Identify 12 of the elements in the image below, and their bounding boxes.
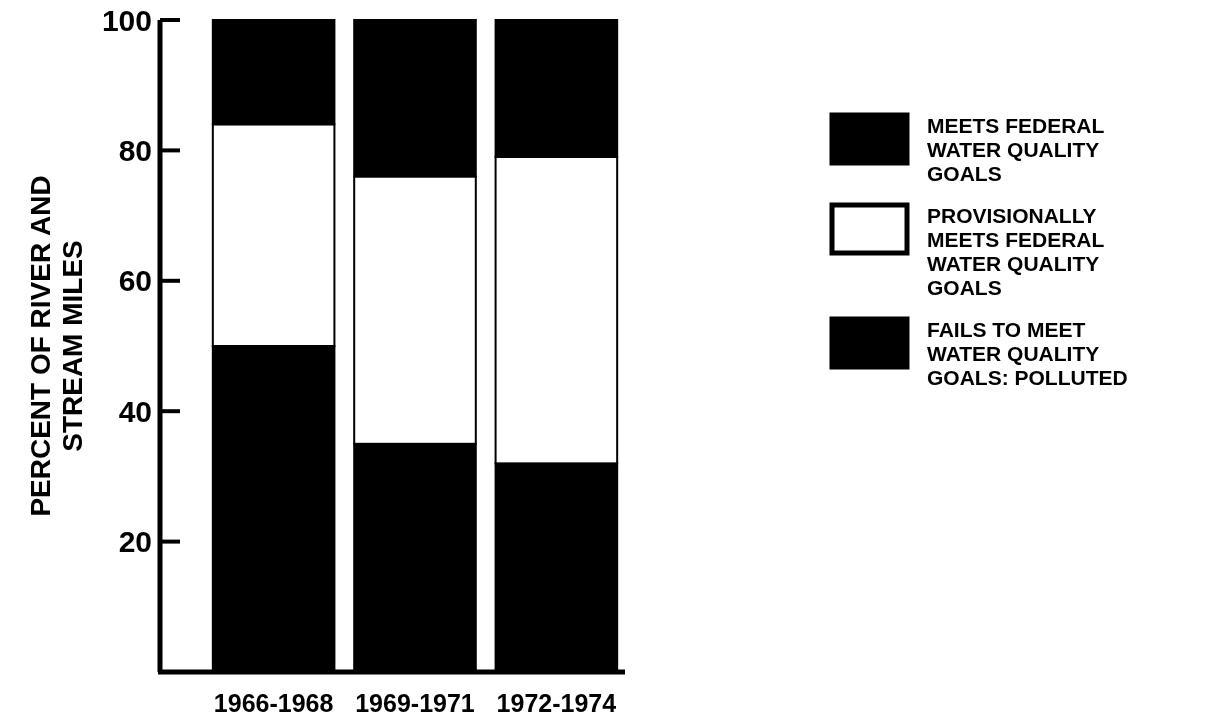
y-tick-label: 60 (118, 264, 152, 298)
legend-label: PROVISIONALLY MEETS FEDERAL WATER QUALITY GOALS (927, 204, 1105, 299)
legend-label: MEETS FEDERAL WATER QUALITY GOALS (927, 114, 1105, 185)
y-tick-label: 80 (118, 133, 152, 167)
x-tick-label: 1969-1971 (355, 689, 475, 717)
x-tick-label: 1972-1974 (496, 689, 617, 717)
y-tick-label: 20 (118, 525, 152, 559)
legend-label: FAILS TO MEET WATER QUALITY GOALS: POLLUTED (927, 318, 1128, 389)
y-tick-label: 100 (101, 3, 152, 37)
y-tick-label: 40 (118, 394, 152, 428)
y-axis-title: PERCENT OF RIVER AND STREAM MILES (25, 175, 88, 517)
x-tick-label: 1966-1968 (213, 689, 334, 717)
